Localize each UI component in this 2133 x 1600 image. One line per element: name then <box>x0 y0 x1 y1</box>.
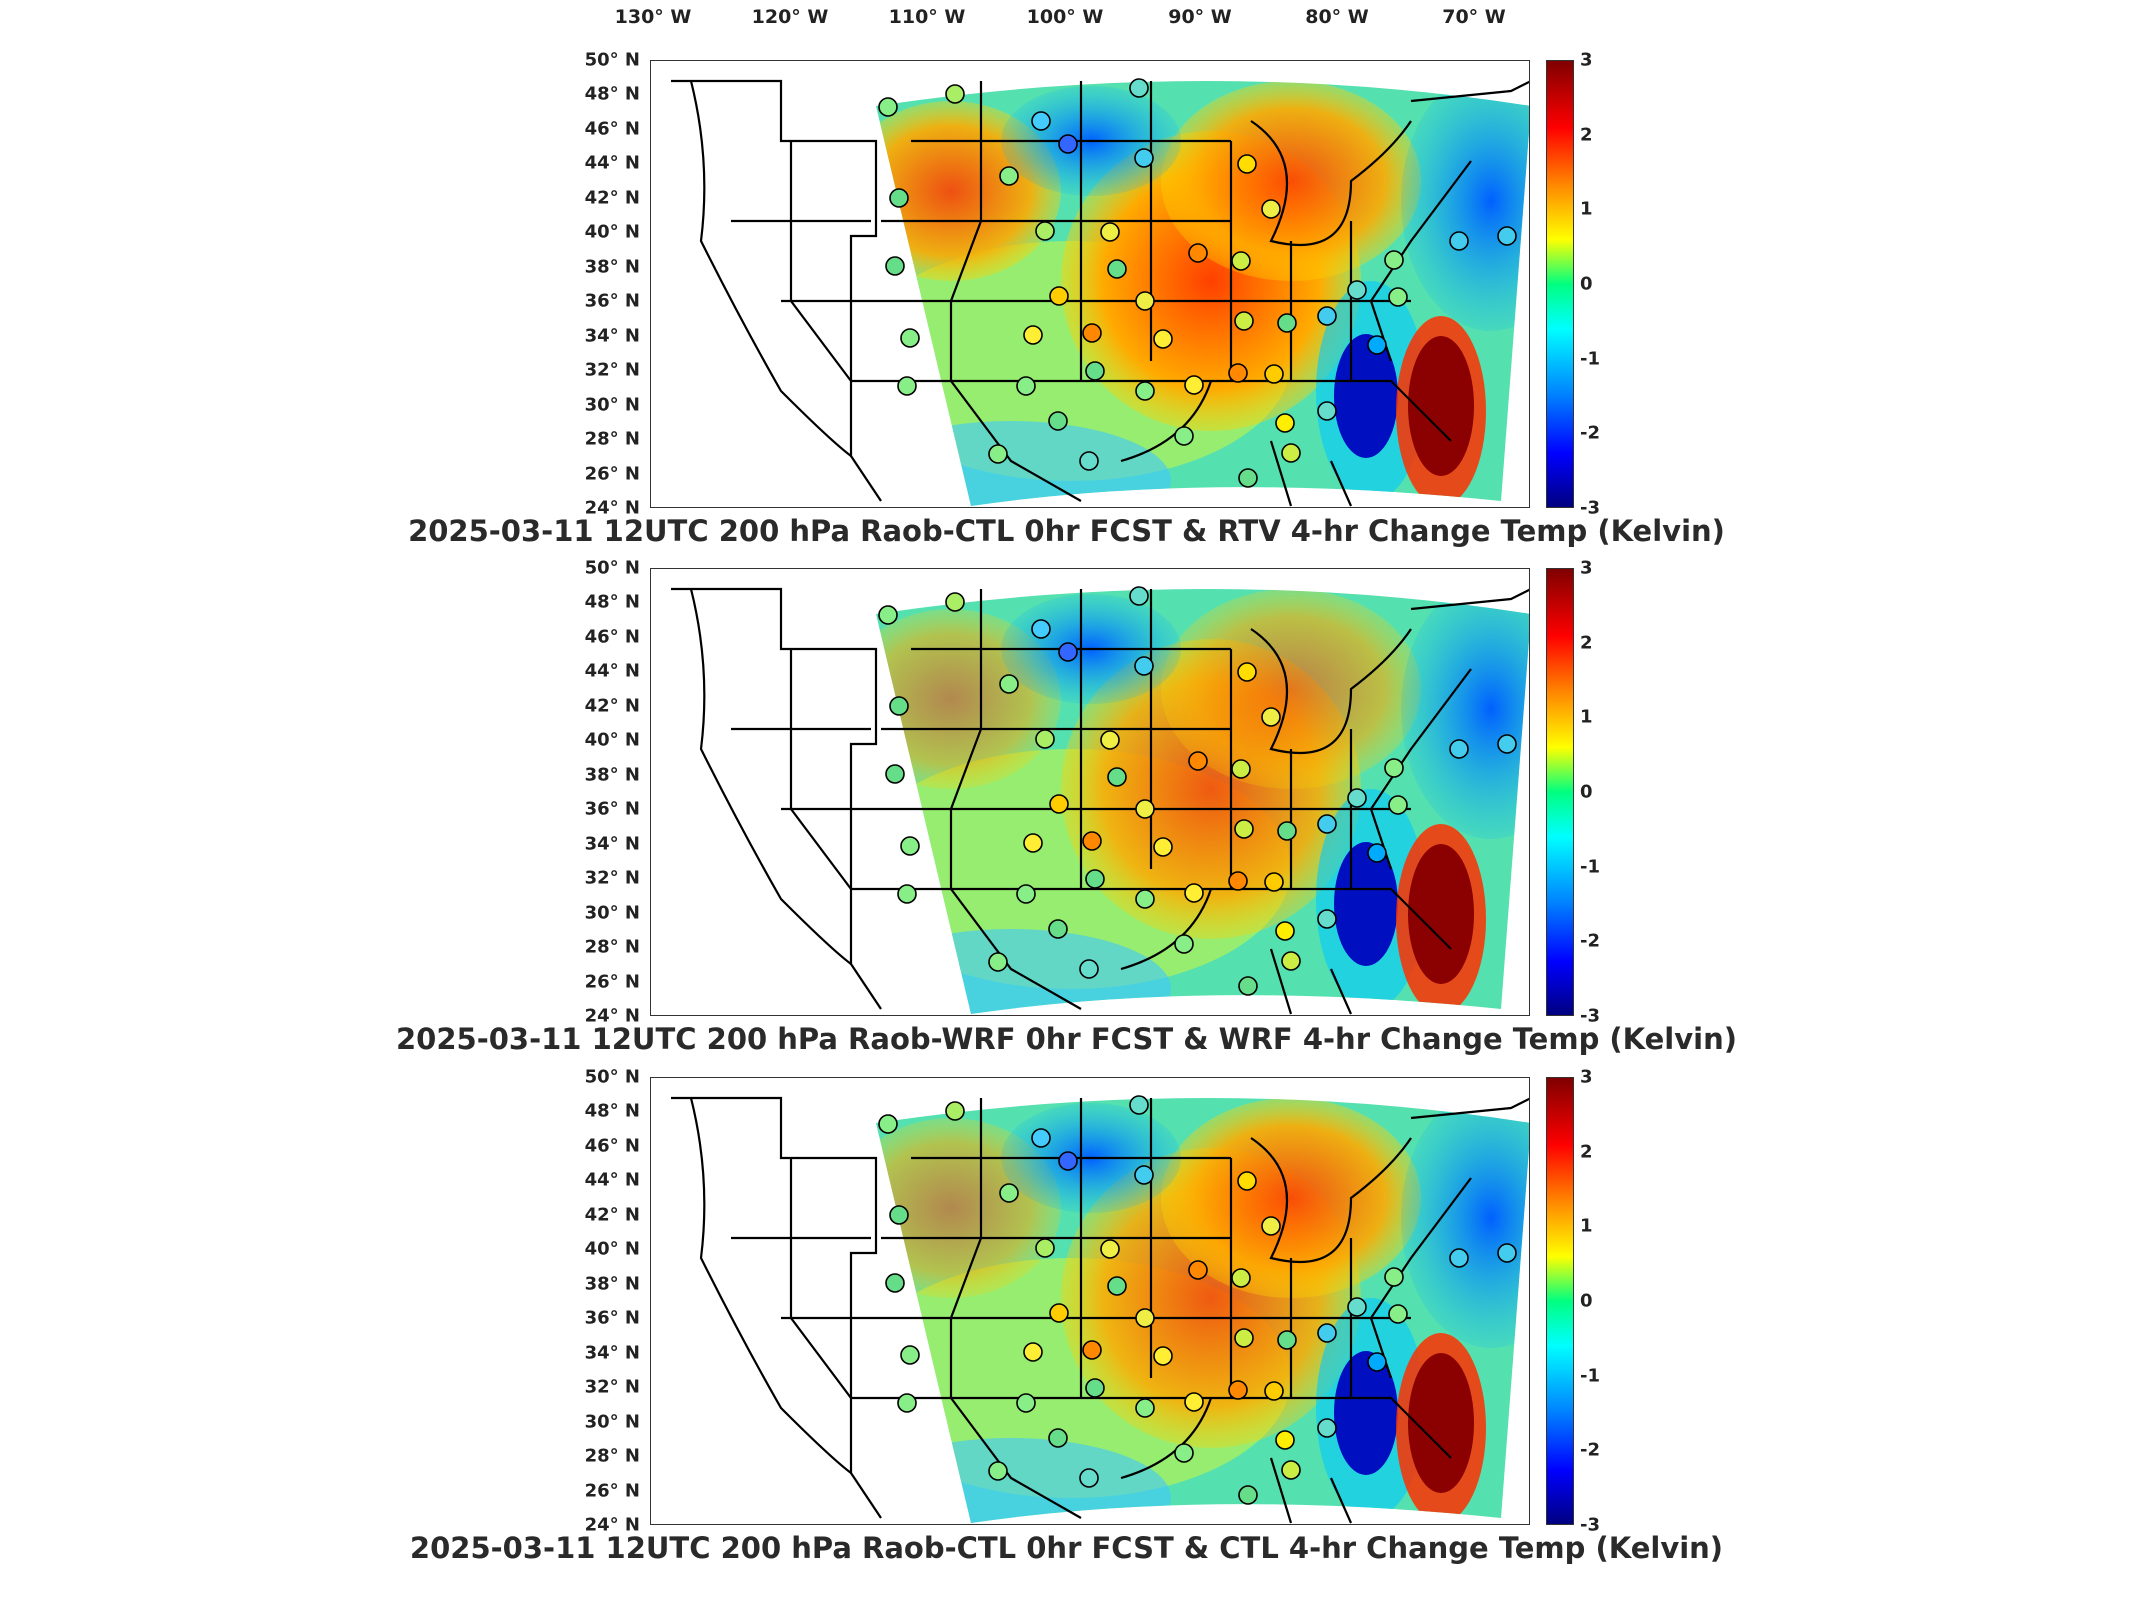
colorbar-tick: -1 <box>1580 856 1600 878</box>
lat-label: 50° N <box>584 557 640 579</box>
colorbar-tick: 2 <box>1580 124 1593 146</box>
lat-label: 26° N <box>584 1480 640 1502</box>
lat-label: 24° N <box>584 497 640 519</box>
lat-label: 38° N <box>584 764 640 786</box>
panel-title: 2025-03-11 12UTC 200 hPa Raob-CTL 0hr FC… <box>409 1531 1724 1565</box>
lat-label: 36° N <box>584 798 640 820</box>
lat-label: 32° N <box>584 359 640 381</box>
colorbar-tick: 0 <box>1580 1290 1593 1312</box>
colorbar-tick: 1 <box>1580 1215 1593 1237</box>
temperature-field <box>671 586 1529 1015</box>
lat-label: 24° N <box>584 1514 640 1536</box>
colorbar-tick: 3 <box>1580 1066 1593 1088</box>
lat-label: 38° N <box>584 256 640 278</box>
colorbar-tick: 2 <box>1580 1141 1593 1163</box>
lat-label: 46° N <box>584 118 640 140</box>
lat-label: 32° N <box>584 867 640 889</box>
panel-title: 2025-03-11 12UTC 200 hPa Raob-WRF 0hr FC… <box>395 1022 1737 1056</box>
lat-label: 28° N <box>584 936 640 958</box>
lon-label: 130° W <box>614 6 692 28</box>
raob-stations <box>878 1095 1517 1505</box>
colorbar-tick: -1 <box>1580 1365 1600 1387</box>
lat-label: 46° N <box>584 626 640 648</box>
colorbar <box>1546 60 1574 508</box>
lat-label: 48° N <box>584 1100 640 1122</box>
colorbar-tick: 1 <box>1580 198 1593 220</box>
map-panel-ctl: 50° N 48° N 46° N 44° N 42° N 40° N 38° N 36° N… <box>0 1067 2133 1577</box>
lat-label: 34° N <box>584 833 640 855</box>
colorbar-tick: -3 <box>1580 1005 1600 1027</box>
raob-stations <box>878 586 1517 996</box>
lat-label: 30° N <box>584 1411 640 1433</box>
colorbar-tick: 3 <box>1580 557 1593 579</box>
lat-label: 34° N <box>584 325 640 347</box>
map-plot <box>650 60 1530 508</box>
lon-label: 100° W <box>1026 6 1104 28</box>
lat-label: 44° N <box>584 660 640 682</box>
lat-label: 42° N <box>584 187 640 209</box>
lat-label: 28° N <box>584 1445 640 1467</box>
map-plot <box>650 1077 1530 1525</box>
colorbar <box>1546 568 1574 1016</box>
lon-label: 110° W <box>888 6 966 28</box>
lat-label: 44° N <box>584 152 640 174</box>
colorbar-tick: 0 <box>1580 273 1593 295</box>
lat-label: 50° N <box>584 49 640 71</box>
colorbar <box>1546 1077 1574 1525</box>
colorbar-tick: -3 <box>1580 1514 1600 1536</box>
lat-label: 30° N <box>584 902 640 924</box>
colorbar-tick: -2 <box>1580 422 1600 444</box>
temperature-field <box>671 78 1529 507</box>
colorbar-tick: -2 <box>1580 1439 1600 1461</box>
colorbar-tick: -2 <box>1580 930 1600 952</box>
lat-label: 42° N <box>584 1204 640 1226</box>
lat-label: 32° N <box>584 1376 640 1398</box>
lat-label: 40° N <box>584 221 640 243</box>
colorbar-tick: 0 <box>1580 781 1593 803</box>
lat-label: 28° N <box>584 428 640 450</box>
map-panel-wrf: 50° N 48° N 46° N 44° N 42° N 40° N 38° N 36° N… <box>0 558 2133 1068</box>
lat-label: 50° N <box>584 1066 640 1088</box>
lat-label: 42° N <box>584 695 640 717</box>
lon-label: 70° W <box>1442 6 1506 28</box>
lat-label: 30° N <box>584 394 640 416</box>
lon-label: 120° W <box>751 6 829 28</box>
lat-label: 34° N <box>584 1342 640 1364</box>
panel-title: 2025-03-11 12UTC 200 hPa Raob-CTL 0hr FC… <box>408 514 1725 548</box>
lat-label: 44° N <box>584 1169 640 1191</box>
lon-label: 80° W <box>1305 6 1369 28</box>
lat-label: 40° N <box>584 729 640 751</box>
temperature-field <box>671 1095 1529 1524</box>
lon-label: 90° W <box>1168 6 1232 28</box>
colorbar-tick: -3 <box>1580 497 1600 519</box>
longitude-axis: 130° W 120° W 110° W 100° W 90° W 80° W … <box>0 0 2133 40</box>
map-plot <box>650 568 1530 1016</box>
lat-label: 38° N <box>584 1273 640 1295</box>
raob-stations <box>878 78 1517 488</box>
colorbar-tick: -1 <box>1580 348 1600 370</box>
lat-label: 26° N <box>584 971 640 993</box>
lat-label: 36° N <box>584 1307 640 1329</box>
colorbar-tick: 1 <box>1580 706 1593 728</box>
lat-label: 48° N <box>584 83 640 105</box>
lat-label: 26° N <box>584 463 640 485</box>
colorbar-tick: 2 <box>1580 632 1593 654</box>
lat-label: 36° N <box>584 290 640 312</box>
lat-label: 46° N <box>584 1135 640 1157</box>
map-panel-rtv: 50° N 48° N 46° N 44° N 42° N 40° N 38° N 36° N… <box>0 50 2133 560</box>
lat-label: 40° N <box>584 1238 640 1260</box>
colorbar-tick: 3 <box>1580 49 1593 71</box>
lat-label: 48° N <box>584 591 640 613</box>
lat-label: 24° N <box>584 1005 640 1027</box>
